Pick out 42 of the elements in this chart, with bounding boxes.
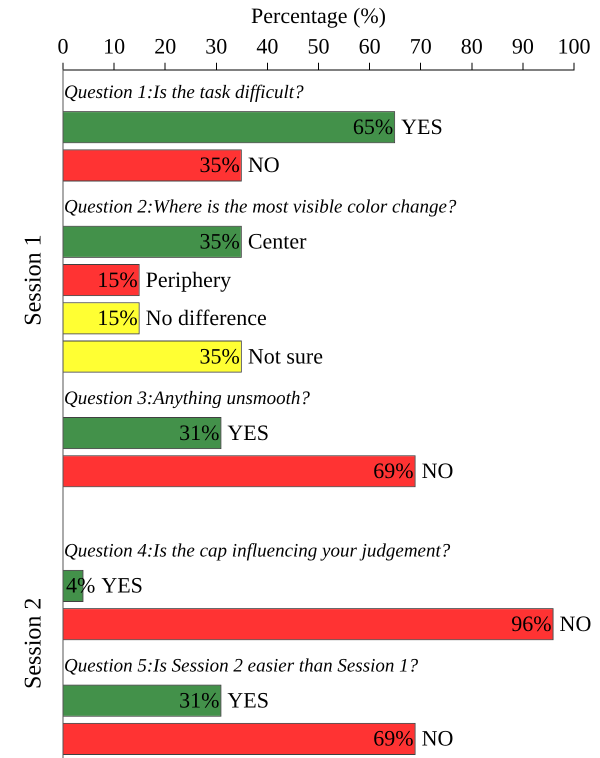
x-tick-label: 40 (256, 33, 278, 58)
annotation: Question 4:Is the cap influencing your judgement? (64, 540, 451, 562)
x-tick-label: 10 (103, 33, 126, 58)
data-label: 69% (373, 726, 414, 751)
y-tick-label: YES (227, 687, 269, 712)
x-tick-label: 90 (512, 33, 534, 58)
x-axis-title: Percentage (%) (251, 2, 386, 28)
data-label: 35% (200, 152, 240, 178)
x-tick-label: 20 (154, 33, 176, 58)
data-label: 65% (352, 114, 394, 139)
data-label: 35% (200, 343, 240, 368)
data-label: 31% (179, 420, 220, 445)
data-label: 15% (97, 305, 138, 330)
text: Session 1 (20, 234, 46, 326)
annotation: Question 3:Anything unsmooth? (64, 388, 310, 409)
x-tick-label: 60 (358, 33, 381, 58)
x-tick-label: 50 (308, 33, 330, 58)
y-tick-label: No difference (146, 305, 267, 330)
x-tick-label: 70 (410, 33, 432, 58)
data-label: 31% (179, 687, 220, 712)
x-tick-label: 80 (460, 33, 483, 58)
annotation: Question 2:Where is the most visible color change? (64, 196, 457, 218)
y-tick-label: NO (422, 458, 454, 484)
y-tick-label: Center (248, 228, 308, 254)
y-tick-label: NO (248, 152, 280, 178)
y-tick-label: NO (422, 726, 454, 751)
x-tick-label: 0 (58, 33, 68, 58)
y-tick-label: NO (560, 610, 592, 636)
y-tick-label: Not sure (248, 343, 324, 368)
annotation: Question 5:Is Session 2 easier than Session 1? (64, 655, 419, 676)
x-tick-label: 30 (205, 33, 228, 58)
y-tick-label: YES (227, 420, 269, 445)
data-label: 35% (200, 228, 240, 254)
data-label: 96% (511, 610, 552, 636)
x-tick-label: 100 (558, 33, 590, 58)
annotation: Question 1:Is the task difficult? (64, 82, 304, 103)
y-tick-label: YES (401, 114, 443, 139)
data-label: 15% (97, 266, 138, 292)
y-tick-label: Periphery (146, 266, 232, 292)
text: Session 2 (20, 598, 46, 689)
y-tick-label: YES (101, 572, 143, 598)
data-label: 69% (373, 458, 414, 484)
